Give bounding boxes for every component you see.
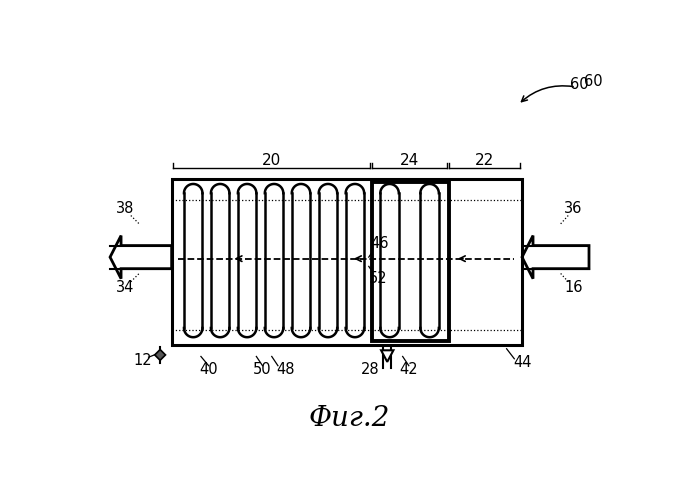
Bar <box>172 180 522 345</box>
Text: Фиг.2: Фиг.2 <box>309 404 390 431</box>
Text: 22: 22 <box>475 152 494 168</box>
Text: 50: 50 <box>253 362 272 377</box>
Text: 38: 38 <box>116 201 134 216</box>
Text: 52: 52 <box>369 271 387 286</box>
Text: 42: 42 <box>400 362 418 377</box>
Text: 60: 60 <box>570 77 589 92</box>
Text: 60: 60 <box>584 74 602 89</box>
Text: 20: 20 <box>262 152 282 168</box>
Text: 48: 48 <box>276 362 295 377</box>
Text: 12: 12 <box>134 353 153 368</box>
Text: 40: 40 <box>199 362 218 377</box>
Polygon shape <box>381 350 394 362</box>
Text: 34: 34 <box>116 280 134 294</box>
Text: 46: 46 <box>370 236 389 251</box>
Text: 44: 44 <box>514 355 532 370</box>
Text: 36: 36 <box>565 201 583 216</box>
Bar <box>372 182 449 341</box>
Text: 24: 24 <box>400 152 419 168</box>
Polygon shape <box>155 350 166 360</box>
Text: 16: 16 <box>564 280 583 294</box>
Text: 28: 28 <box>361 362 380 377</box>
